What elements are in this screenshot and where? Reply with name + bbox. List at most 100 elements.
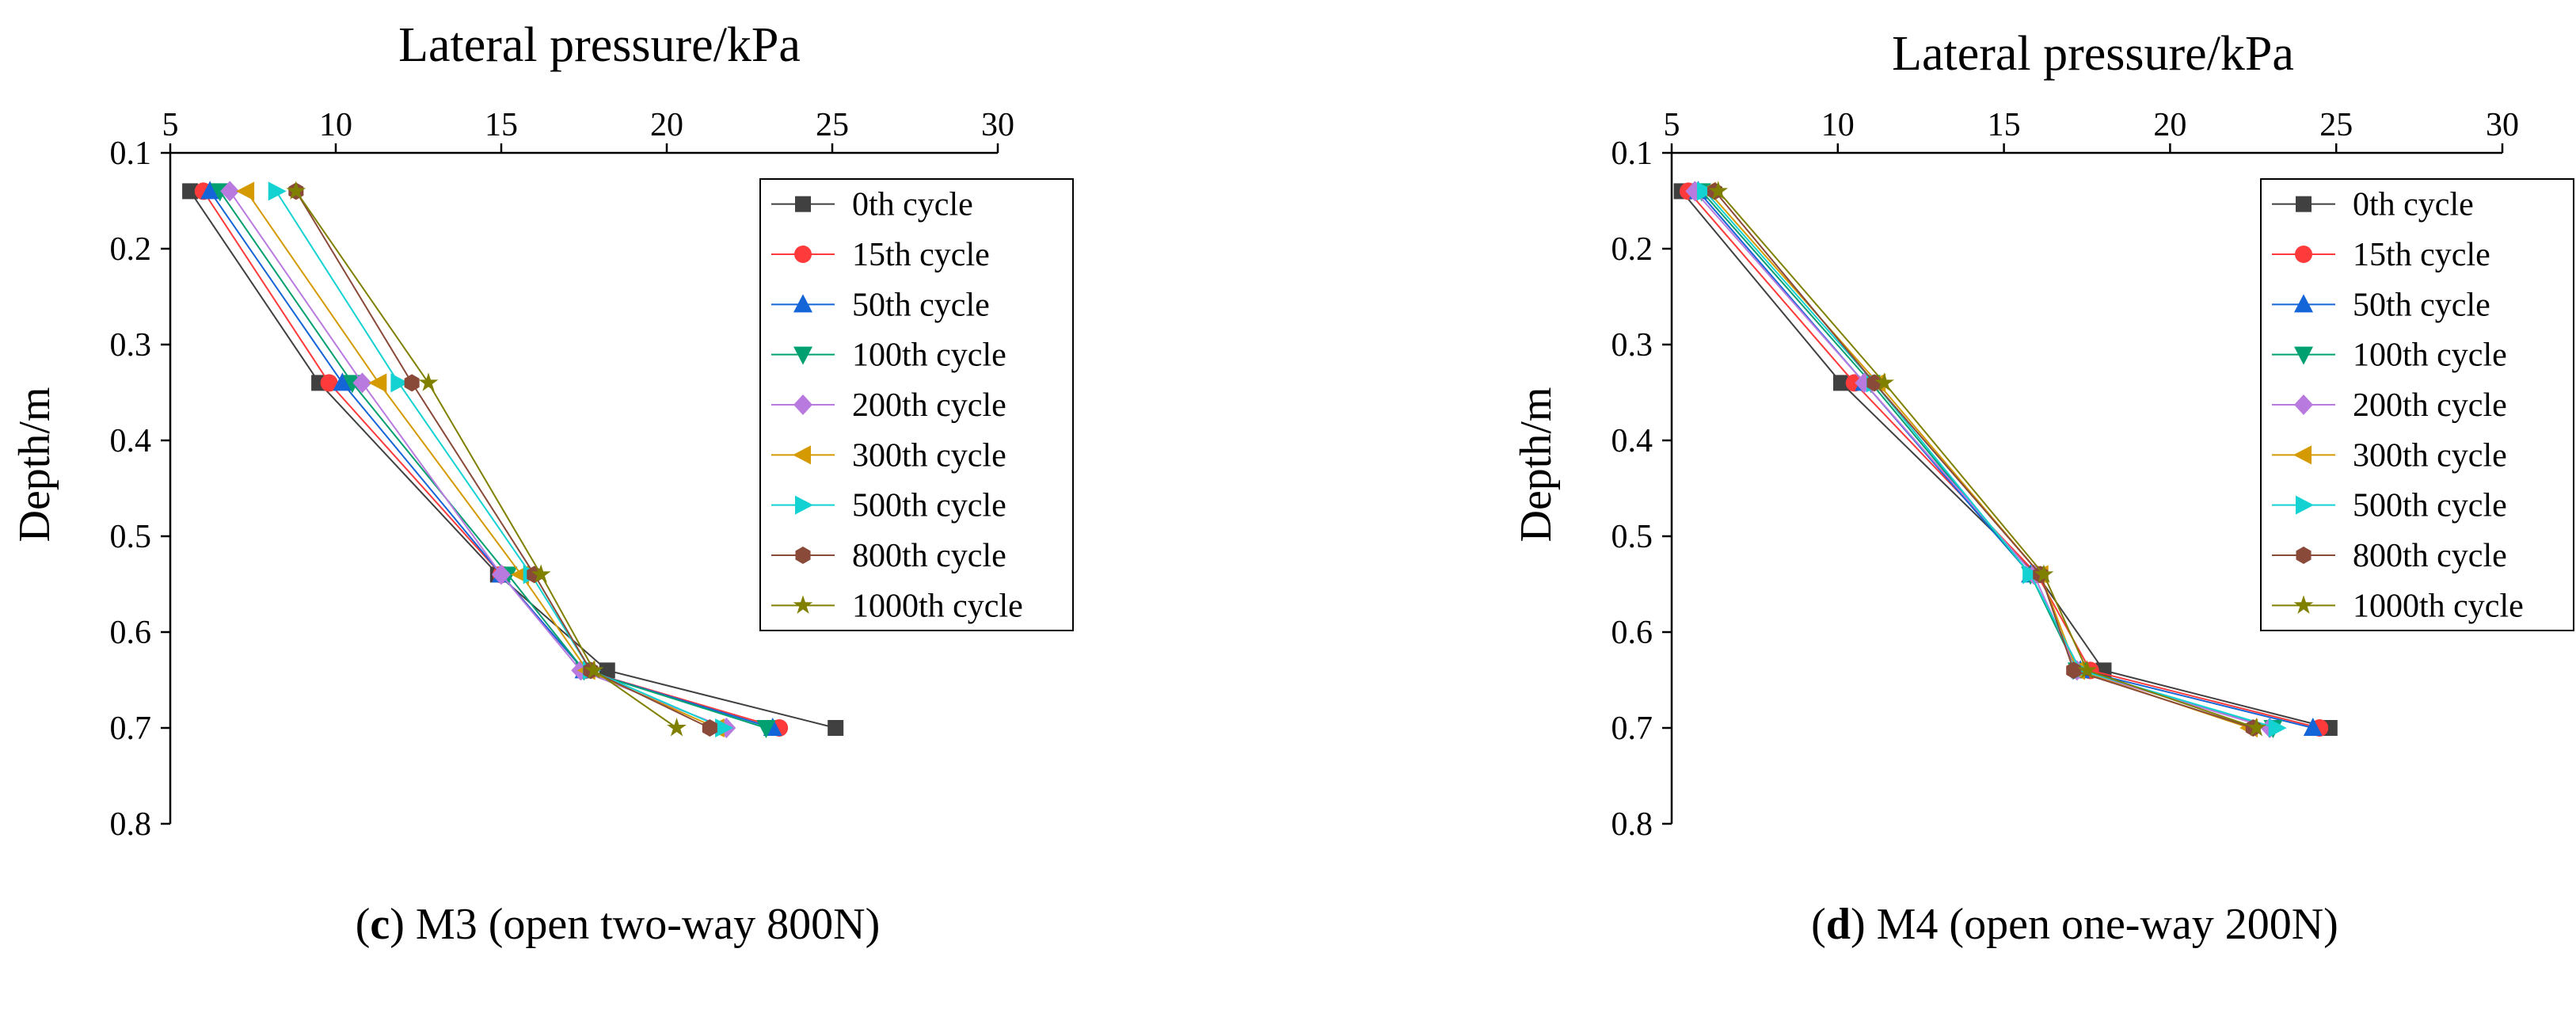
legend-marker-d-0 bbox=[2296, 196, 2312, 212]
legend-marker-d-5 bbox=[2293, 445, 2312, 465]
x-tick-label-d: 5 bbox=[1664, 107, 1680, 143]
data-point-d-6 bbox=[2268, 718, 2287, 737]
legend-marker-c-8 bbox=[793, 595, 813, 614]
legend-label-c-0: 0th cycle bbox=[852, 187, 973, 223]
series-line-d-2 bbox=[1697, 190, 2314, 729]
data-point-d-8 bbox=[1708, 181, 1729, 200]
legend-marker-c-2 bbox=[793, 294, 812, 313]
legend-label-d-3: 100th cycle bbox=[2353, 337, 2507, 374]
data-point-c-1 bbox=[320, 374, 338, 392]
legend-label-d-7: 800th cycle bbox=[2353, 538, 2507, 574]
y-axis-title-d: Depth/m bbox=[1512, 387, 1561, 543]
legend-marker-c-5 bbox=[793, 445, 811, 465]
data-point-c-0 bbox=[828, 720, 844, 736]
series-line-d-5 bbox=[1707, 190, 2251, 729]
x-tick-label-d: 10 bbox=[1821, 107, 1855, 143]
legend-label-c-2: 50th cycle bbox=[852, 287, 990, 323]
legend-label-d-2: 50th cycle bbox=[2353, 287, 2490, 323]
legend-marker-c-7 bbox=[795, 547, 811, 564]
data-point-c-6 bbox=[390, 373, 409, 393]
data-point-c-5 bbox=[368, 373, 387, 393]
legend-marker-d-7 bbox=[2296, 547, 2312, 564]
y-tick-label-d: 0.3 bbox=[1611, 327, 1653, 364]
y-tick-label-c: 0.5 bbox=[110, 519, 152, 555]
data-point-d-0 bbox=[1832, 375, 1849, 391]
y-tick-label-d: 0.1 bbox=[1611, 135, 1653, 172]
legend-marker-c-0 bbox=[795, 196, 811, 212]
y-tick-label-c: 0.7 bbox=[110, 711, 152, 747]
y-axis-title-c: Depth/m bbox=[10, 387, 59, 543]
series-line-d-1 bbox=[1688, 190, 2320, 729]
legend-marker-d-3 bbox=[2294, 346, 2313, 365]
legend-label-d-6: 500th cycle bbox=[2353, 488, 2507, 524]
x-tick-label-c: 5 bbox=[162, 107, 179, 143]
data-point-c-8 bbox=[667, 718, 687, 737]
legend-marker-d-2 bbox=[2294, 294, 2313, 313]
caption-c-text: M3 (open two-way 800N) bbox=[404, 900, 881, 949]
legend-label-c-4: 200th cycle bbox=[852, 387, 1006, 424]
series-line-c-0 bbox=[189, 190, 836, 729]
legend-label-c-7: 800th cycle bbox=[852, 538, 1006, 574]
x-tick-label-d: 25 bbox=[2319, 107, 2353, 143]
x-axis-title-c: Lateral pressure/kPa bbox=[398, 18, 801, 72]
data-point-c-8 bbox=[584, 660, 604, 679]
x-tick-label-d: 20 bbox=[2153, 107, 2186, 143]
data-point-c-4 bbox=[220, 181, 240, 202]
data-point-d-6 bbox=[1696, 181, 1715, 201]
legend-label-c-6: 500th cycle bbox=[852, 488, 1006, 524]
caption-c: (c) M3 (open two-way 800N) bbox=[355, 900, 881, 949]
x-tick-label-c: 10 bbox=[319, 107, 352, 143]
data-point-c-2 bbox=[333, 372, 352, 391]
data-point-d-8 bbox=[1874, 372, 1894, 391]
legend-marker-c-4 bbox=[793, 394, 812, 415]
data-point-d-7 bbox=[2066, 661, 2082, 680]
x-tick-label-c: 25 bbox=[816, 107, 849, 143]
x-axis-title-d: Lateral pressure/kPa bbox=[1892, 27, 2294, 81]
y-tick-label-d: 0.4 bbox=[1611, 423, 1653, 459]
y-tick-label-d: 0.7 bbox=[1611, 711, 1653, 747]
legend-marker-c-3 bbox=[793, 346, 812, 365]
legend-label-c-1: 15th cycle bbox=[852, 237, 990, 273]
caption-d: (d) M4 (open one-way 200N) bbox=[1811, 900, 2338, 949]
legend-label-c-3: 100th cycle bbox=[852, 337, 1006, 374]
legend-label-d-1: 15th cycle bbox=[2353, 237, 2490, 273]
caption-c-letter: c bbox=[370, 900, 390, 949]
data-point-c-4 bbox=[352, 372, 372, 394]
legend-label-c-5: 300th cycle bbox=[852, 437, 1006, 474]
series-line-d-8 bbox=[1717, 190, 2257, 729]
data-point-c-0 bbox=[599, 662, 615, 679]
caption-d-letter: d bbox=[1825, 900, 1851, 949]
data-point-c-8 bbox=[286, 181, 306, 200]
series-line-c-5 bbox=[245, 190, 717, 729]
y-tick-label-c: 0.1 bbox=[110, 135, 152, 172]
series-line-d-6 bbox=[1704, 190, 2277, 729]
data-point-c-0 bbox=[182, 183, 199, 200]
data-point-d-7 bbox=[1866, 374, 1882, 392]
legend-label-d-8: 1000th cycle bbox=[2353, 588, 2524, 624]
x-tick-label-d: 30 bbox=[2486, 107, 2519, 143]
data-point-d-6 bbox=[2022, 565, 2041, 585]
x-tick-label-c: 30 bbox=[981, 107, 1014, 143]
data-point-c-4 bbox=[492, 564, 511, 585]
y-tick-label-d: 0.8 bbox=[1611, 806, 1653, 843]
series-line-d-7 bbox=[1714, 190, 2254, 729]
x-tick-label-c: 15 bbox=[485, 107, 518, 143]
chart-panel-c: Lateral pressure/kPa 5 10 15 20 25 30 0.1 0.2 0.3… bbox=[10, 18, 1074, 843]
y-tick-label-c: 0.8 bbox=[110, 806, 152, 843]
data-point-c-2 bbox=[200, 181, 220, 200]
data-point-c-8 bbox=[531, 564, 551, 583]
y-tick-label-d: 0.5 bbox=[1611, 519, 1653, 555]
y-tick-label-c: 0.2 bbox=[110, 231, 152, 268]
y-tick-label-d: 0.2 bbox=[1611, 231, 1653, 268]
data-point-d-8 bbox=[2247, 718, 2266, 737]
data-point-c-7 bbox=[702, 719, 717, 737]
series-line-c-1 bbox=[202, 190, 780, 729]
series-line-c-6 bbox=[275, 190, 724, 729]
legend-marker-d-4 bbox=[2294, 394, 2313, 415]
data-point-c-5 bbox=[236, 181, 255, 201]
y-tick-label-c: 0.6 bbox=[110, 615, 152, 651]
legend-label-c-8: 1000th cycle bbox=[852, 588, 1023, 624]
y-tick-label-d: 0.6 bbox=[1611, 615, 1653, 651]
legend-marker-d-8 bbox=[2293, 595, 2314, 614]
